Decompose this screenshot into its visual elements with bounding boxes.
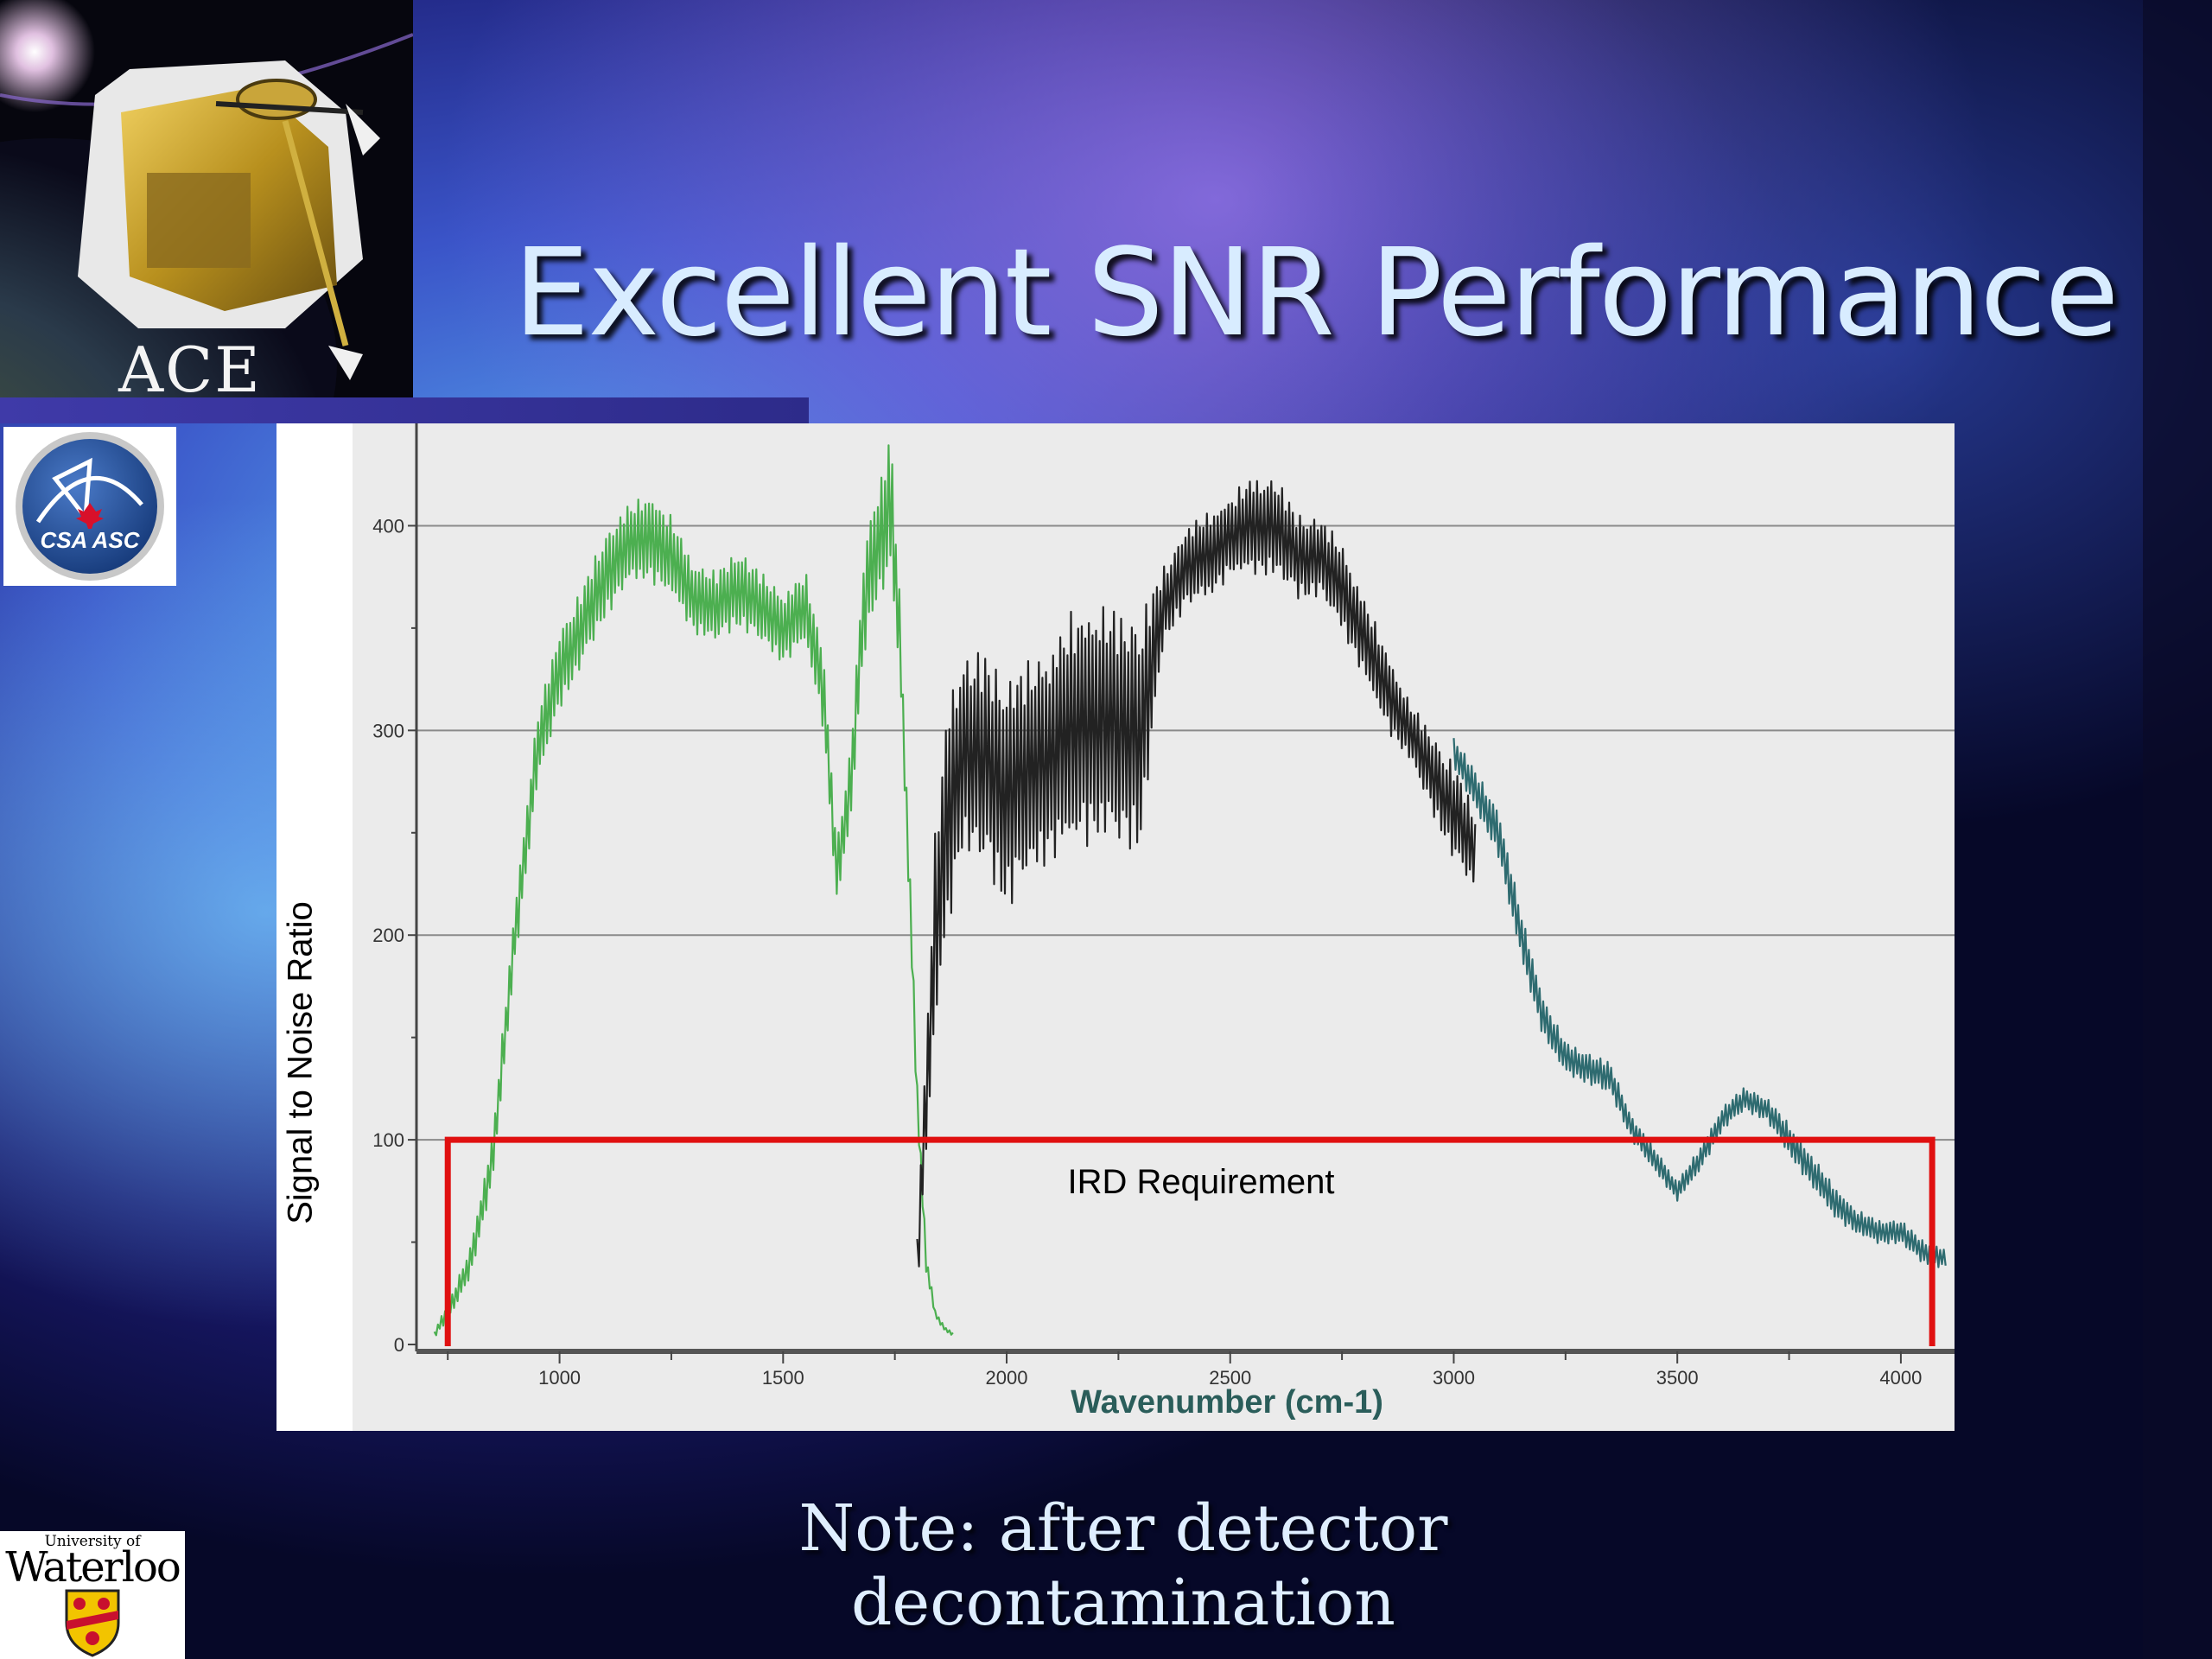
y-tick-label: 200 — [372, 925, 404, 946]
maple-leaf-icon — [76, 503, 104, 529]
y-tick-label: 300 — [372, 720, 404, 741]
plot-background — [353, 423, 1955, 1431]
waterloo-small-text: University of — [44, 1533, 141, 1550]
ace-logo-text: ACE — [118, 334, 262, 404]
y-tick-label: 100 — [372, 1129, 404, 1151]
x-tick-label: 1500 — [762, 1367, 804, 1389]
series-lines — [433, 444, 1947, 1337]
ird-requirement-label: IRD Requirement — [1067, 1163, 1335, 1201]
y-tick-label: 0 — [394, 1334, 404, 1356]
x-tick-label: 2500 — [1209, 1367, 1251, 1389]
x-tick-label: 3500 — [1656, 1367, 1699, 1389]
title-accent-bar — [0, 397, 809, 423]
slide-title: Excellent SNR Performance — [513, 223, 2120, 364]
satellite-instrument-icon — [0, 0, 413, 404]
ird-requirement-box — [444, 1136, 1936, 1346]
waterloo-logo: University of Waterloo — [0, 1531, 185, 1659]
csa-logo-text: CSA ASC — [40, 527, 140, 553]
tick-labels: 0 100 200 300 400 1000 1500 2000 2500 3000 3500 400… — [372, 515, 1922, 1389]
annotations — [444, 1136, 1936, 1346]
slide-note: Note: after detector decontamination — [798, 1491, 1448, 1640]
x-tick-label: 2000 — [986, 1367, 1028, 1389]
x-tick-label: 4000 — [1879, 1367, 1922, 1389]
series-2-line — [1452, 738, 1947, 1268]
x-axis-label: Wavenumber (cm-1) — [1071, 1384, 1383, 1421]
axes — [408, 423, 1955, 1363]
waterloo-name: Waterloo — [5, 1543, 181, 1592]
series-0-line — [433, 444, 954, 1337]
y-tick-label: 400 — [372, 515, 404, 537]
ace-logo: ACE — [0, 0, 413, 404]
x-tick-label: 3000 — [1433, 1367, 1475, 1389]
series-1-line — [916, 480, 1477, 1268]
x-tick-label: 1000 — [538, 1367, 581, 1389]
crest-shield-icon — [65, 1589, 120, 1657]
csa-logo: CSA ASC — [3, 427, 176, 586]
